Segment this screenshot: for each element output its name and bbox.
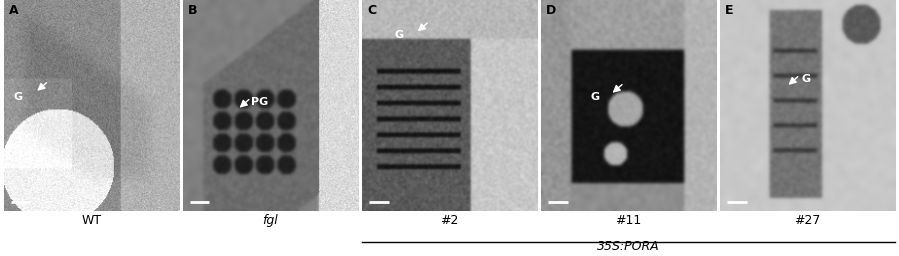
Text: G: G [13,92,22,102]
Text: G: G [395,30,404,40]
Text: fgl: fgl [263,214,279,227]
Text: B: B [188,4,198,17]
Text: WT: WT [81,214,102,227]
Text: G: G [802,74,811,84]
Text: #27: #27 [795,214,821,227]
Text: D: D [546,4,556,17]
Text: A: A [9,4,19,17]
Text: C: C [367,4,376,17]
Text: #2: #2 [441,214,458,227]
Text: 35S:PORA: 35S:PORA [597,240,660,253]
Text: E: E [725,4,734,17]
Text: G: G [591,92,600,102]
Text: PG: PG [251,97,268,106]
Text: #11: #11 [616,214,642,227]
